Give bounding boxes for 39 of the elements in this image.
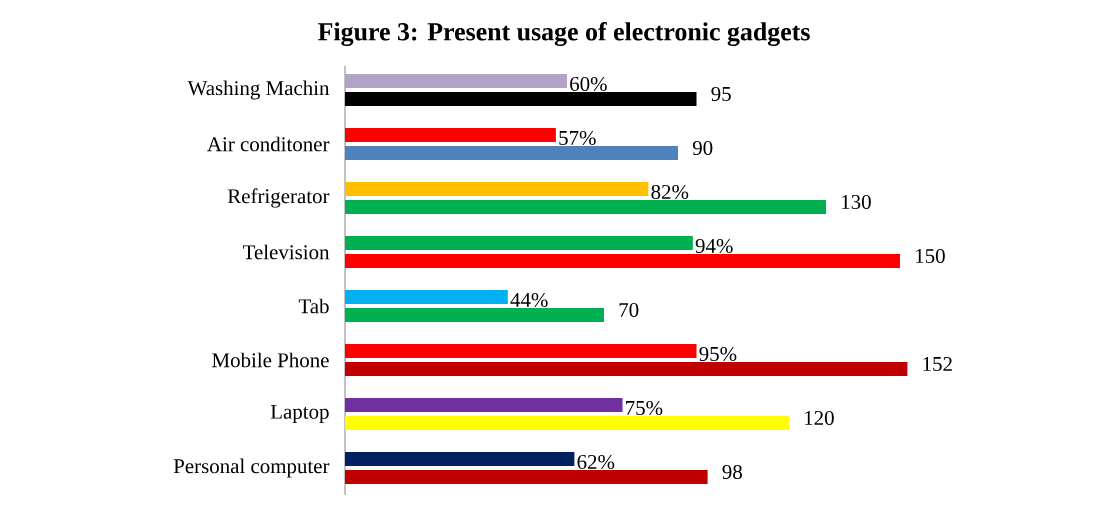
data-label: 60%: [570, 76, 607, 92]
y-tick-label: Mobile Phone: [212, 352, 329, 368]
bar: [345, 307, 605, 322]
y-tick-label: Refrigerator: [227, 188, 330, 208]
data-label: 62%: [577, 454, 615, 470]
bar: [345, 199, 827, 214]
y-tick-label: Air conditoner: [207, 136, 330, 152]
bar: [345, 73, 568, 88]
data-label: 57%: [559, 130, 596, 146]
y-tick-label: Television: [243, 244, 330, 260]
bar: [345, 361, 908, 376]
y-tick-label: Tab: [298, 298, 329, 314]
data-label: 75%: [626, 400, 663, 416]
bar: [345, 91, 697, 106]
data-label: 82%: [651, 184, 689, 200]
data-label: 95: [711, 86, 731, 102]
data-label: 150: [916, 248, 945, 264]
data-label: 120: [805, 410, 834, 426]
chart-title: Figure 3: Present usage of electronic gadgets: [318, 22, 810, 46]
bar: [345, 289, 508, 304]
y-tick-label: Washing Machin: [187, 80, 330, 100]
bar: [345, 181, 649, 196]
bar: [345, 343, 697, 358]
data-label: 95%: [699, 346, 737, 362]
bar: [345, 469, 708, 484]
bar: [345, 451, 575, 466]
data-label: 44%: [510, 292, 548, 308]
bar: [345, 397, 623, 412]
data-label: 130: [842, 194, 871, 210]
y-tick-label: Personal computer: [173, 458, 330, 478]
data-label: 70: [619, 302, 639, 318]
data-label: 98: [722, 464, 742, 480]
bar: [345, 127, 556, 142]
bar: [345, 415, 790, 430]
bar: [345, 145, 679, 160]
data-label: 90: [692, 140, 713, 156]
data-label: 152: [923, 356, 952, 372]
data-label: 94%: [695, 238, 733, 254]
y-tick-label: Laptop: [270, 404, 329, 424]
